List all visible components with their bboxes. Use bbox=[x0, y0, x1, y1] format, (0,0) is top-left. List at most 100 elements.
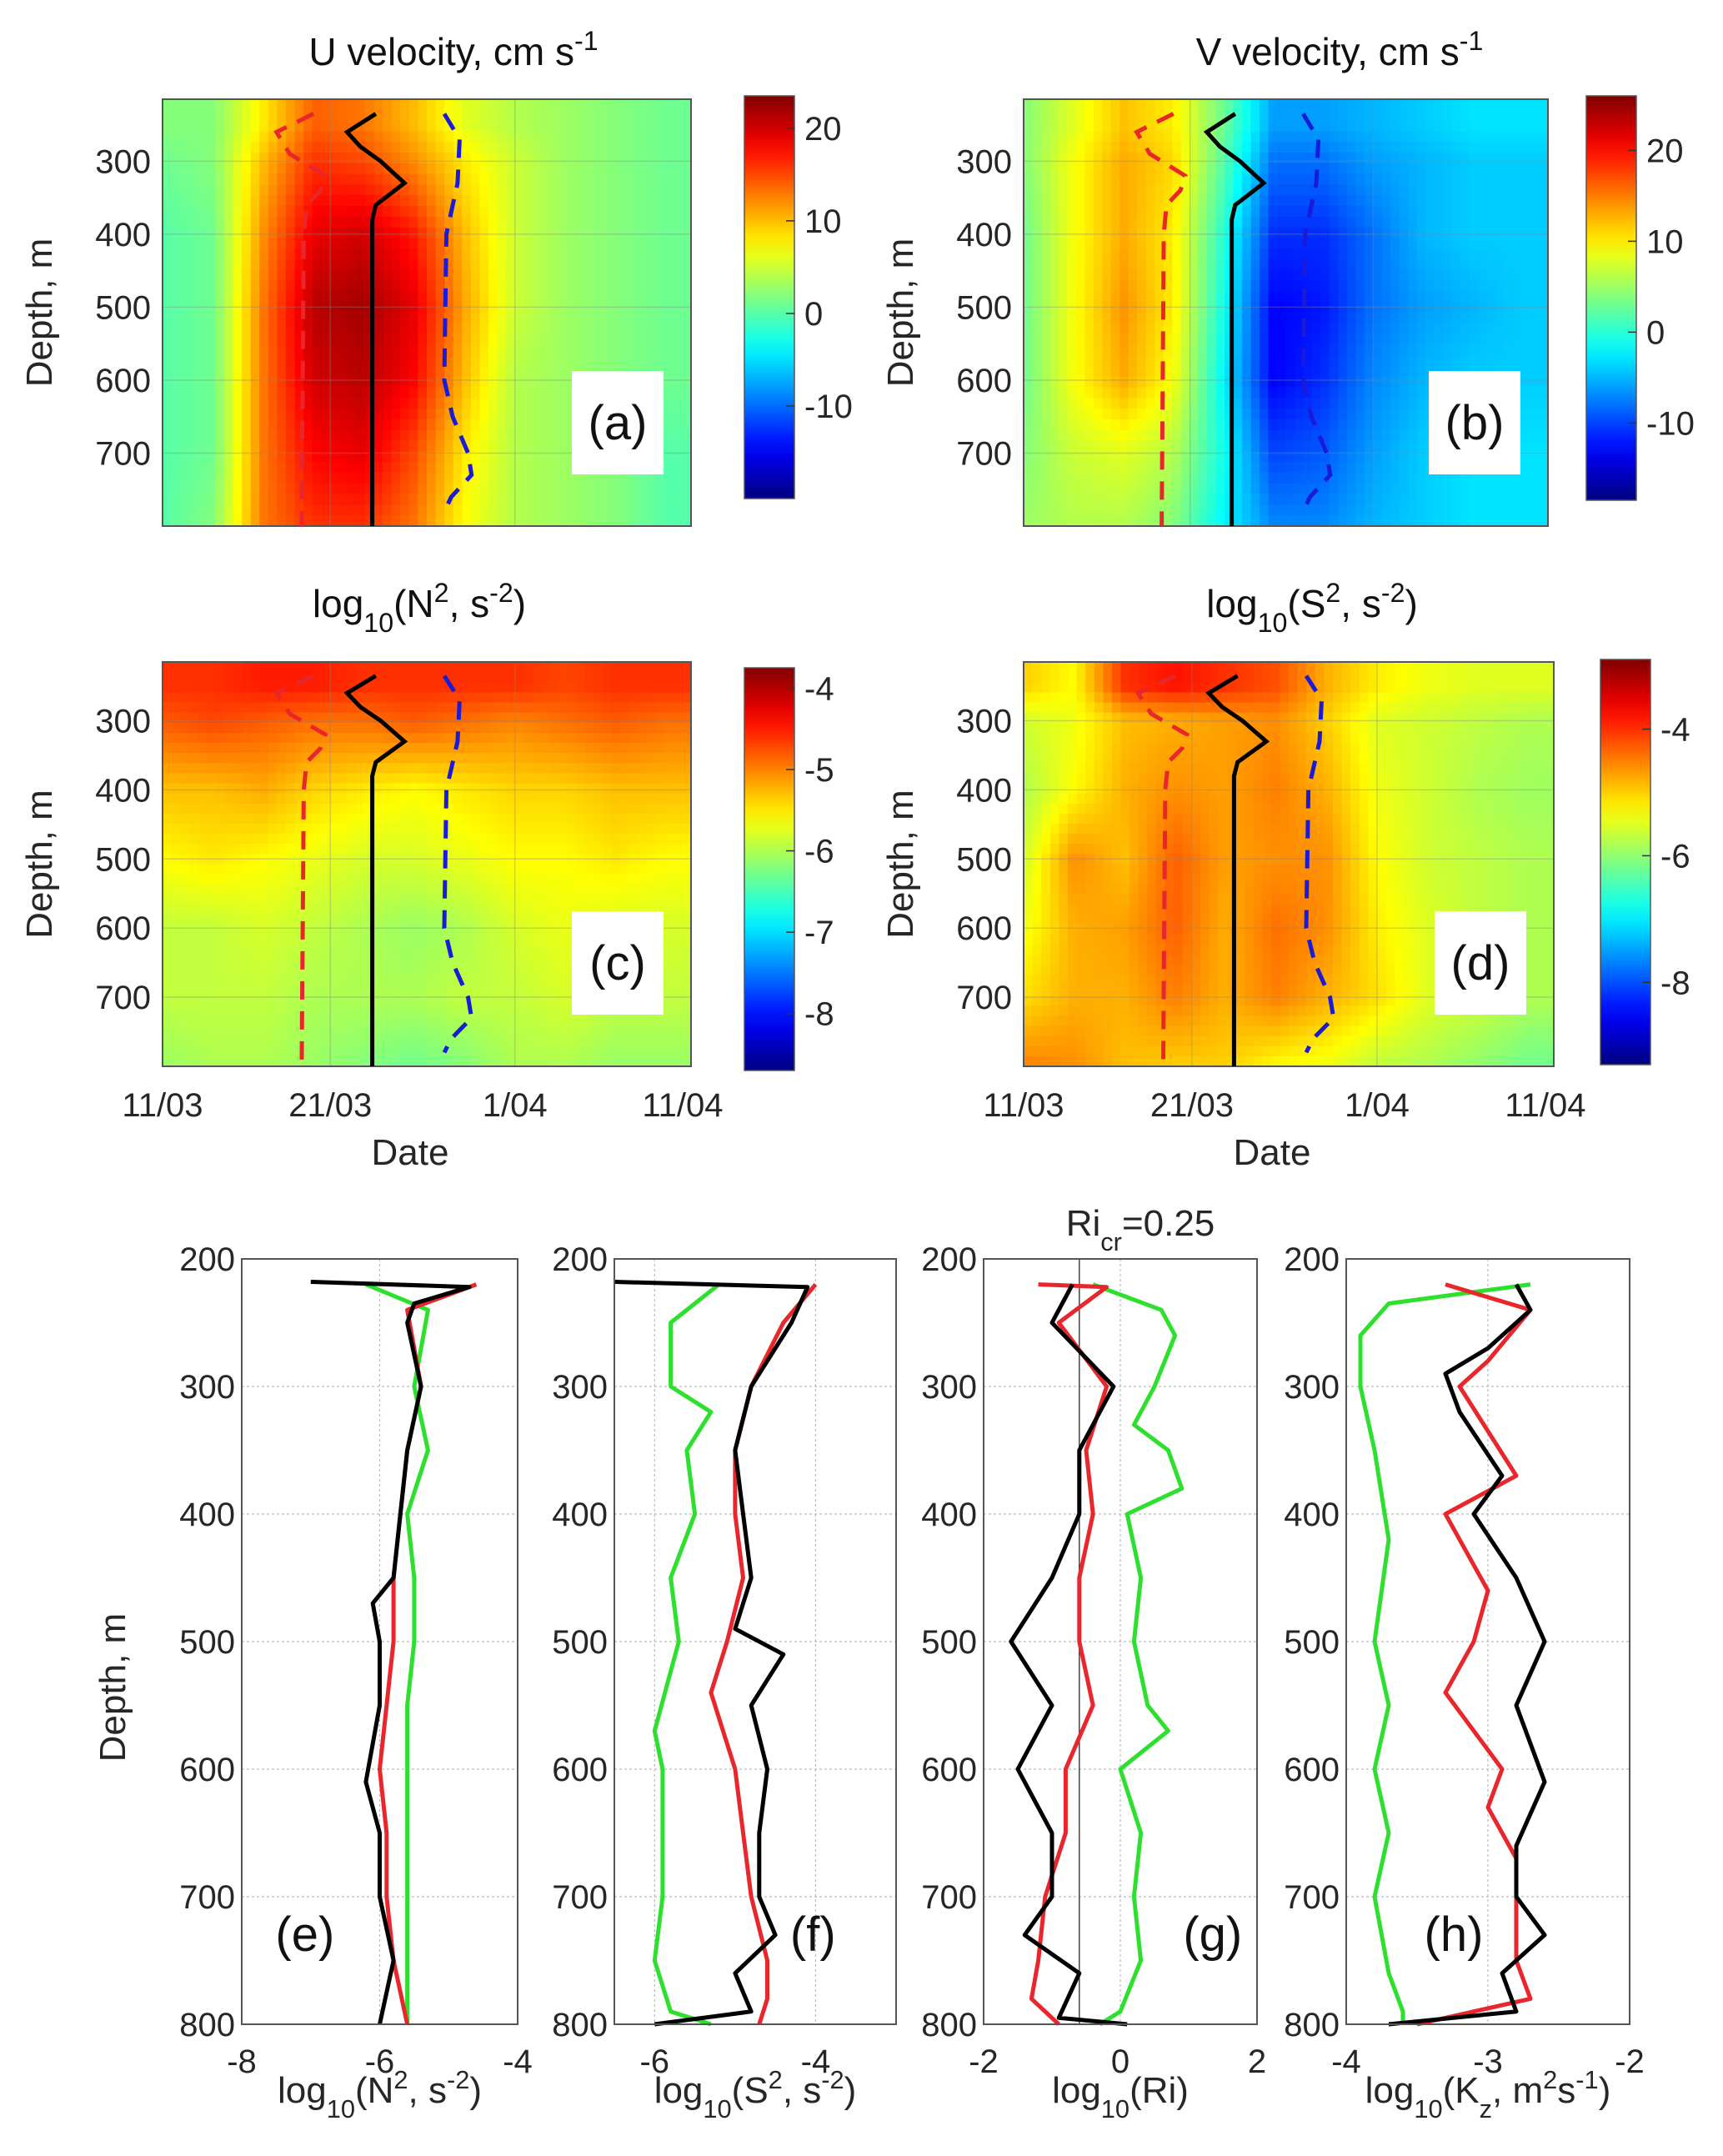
heatmap-cell bbox=[1373, 291, 1383, 303]
heatmap-cell bbox=[1102, 409, 1112, 420]
heatmap-cell bbox=[1312, 333, 1322, 345]
heatmap-cell bbox=[568, 195, 578, 207]
heatmap-cell bbox=[198, 206, 208, 218]
heatmap-cell bbox=[1443, 227, 1453, 238]
heatmap-cell bbox=[532, 473, 542, 484]
heatmap-cell bbox=[647, 504, 657, 516]
heatmap-cell bbox=[408, 173, 419, 185]
heatmap-cell bbox=[1486, 333, 1496, 345]
heatmap-cell bbox=[568, 227, 578, 238]
y-tick-label: 500 bbox=[95, 289, 151, 326]
heatmap-cell bbox=[1102, 376, 1112, 389]
heatmap-cell bbox=[1163, 483, 1173, 495]
heatmap-cell bbox=[1024, 409, 1034, 420]
heatmap-cell bbox=[1145, 227, 1155, 238]
heatmap-cell bbox=[1049, 184, 1059, 196]
heatmap-cell bbox=[1381, 99, 1391, 111]
heatmap-cell bbox=[400, 333, 410, 345]
heatmap-cell bbox=[365, 419, 375, 431]
heatmap-cell bbox=[1346, 504, 1356, 516]
heatmap-cell bbox=[365, 462, 375, 474]
heatmap-cell bbox=[1145, 355, 1155, 367]
heatmap-cell bbox=[1049, 344, 1059, 356]
heatmap-cell bbox=[1338, 184, 1348, 196]
heatmap-cell bbox=[1451, 344, 1461, 356]
heatmap-cell bbox=[1190, 184, 1200, 196]
heatmap-cell bbox=[1416, 302, 1426, 313]
heatmap-cell bbox=[558, 419, 568, 431]
heatmap-cell bbox=[1024, 344, 1034, 356]
heatmap-cell bbox=[568, 216, 578, 228]
heatmap-cell bbox=[638, 238, 648, 249]
heatmap-cell bbox=[329, 109, 339, 122]
heatmap-cell bbox=[673, 99, 684, 111]
heatmap-cell bbox=[1355, 227, 1365, 238]
heatmap-cell bbox=[603, 206, 613, 218]
heatmap-cell bbox=[1155, 462, 1165, 474]
heatmap-cell bbox=[1250, 195, 1260, 207]
heatmap-cell bbox=[1172, 269, 1182, 282]
heatmap-cell bbox=[435, 313, 445, 324]
heatmap-cell bbox=[664, 163, 674, 175]
y-tick-label: 300 bbox=[956, 143, 1012, 180]
heatmap-cell bbox=[558, 323, 568, 335]
heatmap-cell bbox=[1303, 313, 1313, 324]
heatmap-cell bbox=[1373, 269, 1383, 282]
heatmap-cell bbox=[224, 248, 234, 260]
heatmap-cell bbox=[383, 323, 393, 335]
heatmap-cell bbox=[514, 291, 524, 303]
heatmap-cell bbox=[1032, 376, 1042, 389]
heatmap-cell bbox=[163, 344, 173, 356]
heatmap-cell bbox=[603, 195, 613, 207]
heatmap-cell bbox=[1041, 153, 1051, 164]
heatmap-cell bbox=[1067, 248, 1077, 260]
heatmap-cell bbox=[400, 248, 410, 260]
heatmap-cell bbox=[1495, 195, 1505, 207]
heatmap-cell bbox=[400, 344, 410, 356]
heatmap-cell bbox=[1425, 99, 1435, 111]
heatmap-cell bbox=[383, 440, 393, 452]
heatmap-cell bbox=[1032, 473, 1042, 484]
heatmap-cell bbox=[506, 184, 516, 196]
heatmap-cell bbox=[1513, 184, 1523, 196]
heatmap-cell bbox=[233, 504, 243, 516]
heatmap-cell bbox=[1295, 515, 1305, 527]
heatmap-cell bbox=[1145, 429, 1155, 442]
heatmap-cell bbox=[391, 409, 401, 420]
heatmap-cell bbox=[356, 366, 366, 378]
heatmap-cell bbox=[1434, 142, 1444, 153]
heatmap-cell bbox=[594, 344, 604, 356]
heatmap-cell bbox=[1190, 216, 1200, 228]
heatmap-cell bbox=[171, 355, 181, 367]
heatmap-cell bbox=[1041, 248, 1051, 260]
heatmap-cell bbox=[259, 440, 269, 452]
heatmap-cell bbox=[1408, 131, 1418, 143]
heatmap-cell bbox=[620, 195, 630, 207]
heatmap-cell bbox=[1513, 109, 1523, 122]
heatmap-cell bbox=[479, 163, 489, 175]
heatmap-cell bbox=[1355, 462, 1365, 474]
heatmap-cell bbox=[647, 344, 657, 356]
heatmap-cell bbox=[224, 173, 234, 185]
heatmap-cell bbox=[1338, 344, 1348, 356]
heatmap-cell bbox=[541, 259, 551, 271]
heatmap-cell bbox=[1346, 398, 1356, 409]
heatmap-cell bbox=[312, 440, 322, 452]
heatmap-cell bbox=[285, 195, 296, 207]
heatmap-cell bbox=[682, 227, 692, 238]
heatmap-cell bbox=[1058, 409, 1068, 420]
heatmap-cell bbox=[1032, 515, 1042, 527]
heatmap-cell bbox=[180, 302, 190, 313]
heatmap-cell bbox=[1355, 323, 1365, 335]
heatmap-cell bbox=[664, 120, 674, 132]
heatmap-cell bbox=[373, 259, 383, 271]
heatmap-cell bbox=[250, 291, 260, 303]
heatmap-cell bbox=[576, 269, 586, 282]
heatmap-cell bbox=[171, 387, 181, 399]
heatmap-cell bbox=[1381, 504, 1391, 516]
heatmap-cell bbox=[523, 387, 533, 399]
heatmap-cell bbox=[329, 429, 339, 442]
heatmap-cell bbox=[1495, 269, 1505, 282]
heatmap-cell bbox=[418, 109, 428, 122]
heatmap-cell bbox=[1373, 440, 1383, 452]
